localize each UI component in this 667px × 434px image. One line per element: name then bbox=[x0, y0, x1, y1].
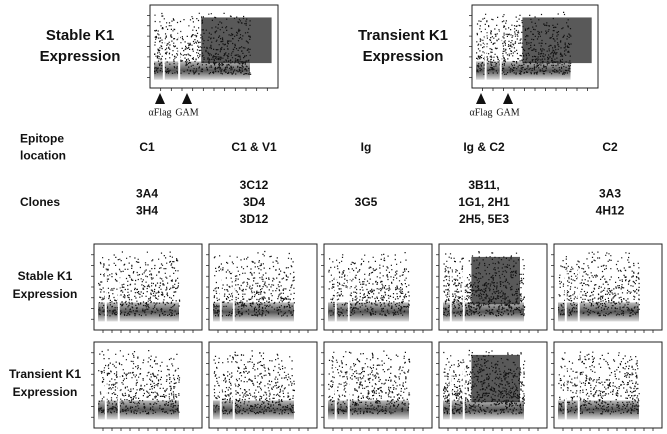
row-label: Clones bbox=[20, 195, 60, 209]
clone: 3G5 bbox=[355, 195, 378, 209]
density-plot bbox=[91, 243, 203, 333]
density-plot bbox=[91, 341, 203, 431]
events bbox=[328, 252, 410, 317]
events bbox=[154, 12, 252, 75]
gap-line bbox=[484, 29, 487, 84]
row-label: Transient K1 bbox=[9, 367, 81, 381]
axis-ticks bbox=[469, 14, 588, 91]
density-plot bbox=[206, 341, 318, 431]
gap-line bbox=[334, 367, 337, 424]
clone: 3B11, bbox=[468, 178, 499, 192]
clone: 3A4 bbox=[136, 187, 158, 201]
epitope: C1 bbox=[139, 140, 155, 154]
clone: 3C12 bbox=[240, 178, 269, 192]
marker-label: GAM bbox=[175, 107, 198, 118]
gap-line bbox=[232, 269, 235, 326]
clone: 3A3 bbox=[599, 187, 621, 201]
density-core bbox=[522, 17, 592, 64]
axis-ticks bbox=[91, 254, 194, 333]
density-plot bbox=[469, 4, 599, 91]
gap-line bbox=[449, 367, 452, 424]
panel-label: Transient K1 bbox=[358, 27, 448, 44]
arrow-marker bbox=[155, 93, 165, 104]
events bbox=[476, 11, 572, 76]
clone: 2H5, 5E3 bbox=[459, 212, 509, 226]
axis-ticks bbox=[436, 352, 539, 431]
density-plot bbox=[147, 4, 279, 91]
epitope: Ig bbox=[361, 140, 372, 154]
events bbox=[443, 349, 526, 415]
gap-line bbox=[117, 269, 120, 326]
axis-ticks bbox=[436, 254, 539, 333]
axis-ticks bbox=[321, 352, 424, 431]
gap-line bbox=[334, 269, 337, 326]
gap-line bbox=[462, 269, 465, 326]
epitope: C2 bbox=[602, 140, 618, 154]
density-plot bbox=[321, 243, 433, 333]
gap-line bbox=[219, 269, 222, 326]
marker-label: αFlag bbox=[469, 107, 492, 118]
epitope: Ig & C2 bbox=[463, 140, 505, 154]
density-band bbox=[213, 400, 294, 420]
arrow-marker bbox=[182, 93, 192, 104]
gap-line bbox=[564, 367, 567, 424]
axis-ticks bbox=[91, 352, 194, 431]
density-band bbox=[98, 400, 179, 420]
gap-line bbox=[462, 367, 465, 424]
axis-ticks bbox=[321, 254, 424, 333]
density-plot bbox=[321, 341, 433, 431]
density-band bbox=[476, 61, 571, 80]
density-plot bbox=[551, 341, 663, 431]
epitope: C1 & V1 bbox=[231, 140, 277, 154]
density-plot bbox=[436, 243, 548, 333]
gap-line bbox=[577, 269, 580, 326]
clone: 3H4 bbox=[136, 204, 158, 218]
axis-ticks bbox=[206, 352, 309, 431]
gap-line bbox=[577, 367, 580, 424]
gap-line bbox=[162, 29, 165, 84]
gap-line bbox=[347, 269, 350, 326]
row-label: Stable K1 bbox=[18, 269, 73, 283]
density-band bbox=[154, 61, 250, 80]
marker-label: αFlag bbox=[148, 107, 171, 118]
panel-label: Expression bbox=[363, 48, 444, 65]
gap-line bbox=[117, 367, 120, 424]
axis-ticks bbox=[206, 254, 309, 333]
density-plot bbox=[551, 243, 663, 333]
events bbox=[558, 351, 640, 415]
axis-ticks bbox=[147, 14, 268, 91]
row-label: location bbox=[20, 149, 66, 163]
gap-line bbox=[232, 367, 235, 424]
events bbox=[443, 251, 526, 317]
axis-ticks bbox=[551, 352, 654, 431]
row-label: Epitope bbox=[20, 132, 64, 146]
gap-line bbox=[564, 269, 567, 326]
panel-label: Stable K1 bbox=[46, 27, 114, 44]
density-plot bbox=[206, 243, 318, 333]
arrow-marker bbox=[476, 93, 486, 104]
arrow-marker bbox=[503, 93, 513, 104]
gap-line bbox=[178, 29, 181, 84]
clone: 3D4 bbox=[243, 195, 265, 209]
row-label: Expression bbox=[13, 287, 78, 301]
axis-ticks bbox=[551, 254, 654, 333]
clone: 3D12 bbox=[240, 212, 269, 226]
density-plot bbox=[436, 341, 548, 431]
gap-line bbox=[104, 269, 107, 326]
gap-line bbox=[104, 367, 107, 424]
clone: 4H12 bbox=[596, 204, 625, 218]
row-label: Expression bbox=[13, 385, 78, 399]
gap-line bbox=[219, 367, 222, 424]
gap-line bbox=[347, 367, 350, 424]
gap-line bbox=[499, 29, 502, 84]
panel-label: Expression bbox=[40, 48, 121, 65]
gap-line bbox=[449, 269, 452, 326]
marker-label: GAM bbox=[496, 107, 519, 118]
clone: 1G1, 2H1 bbox=[458, 195, 510, 209]
events bbox=[558, 251, 640, 317]
density-core bbox=[201, 17, 272, 64]
density-band bbox=[558, 400, 639, 420]
